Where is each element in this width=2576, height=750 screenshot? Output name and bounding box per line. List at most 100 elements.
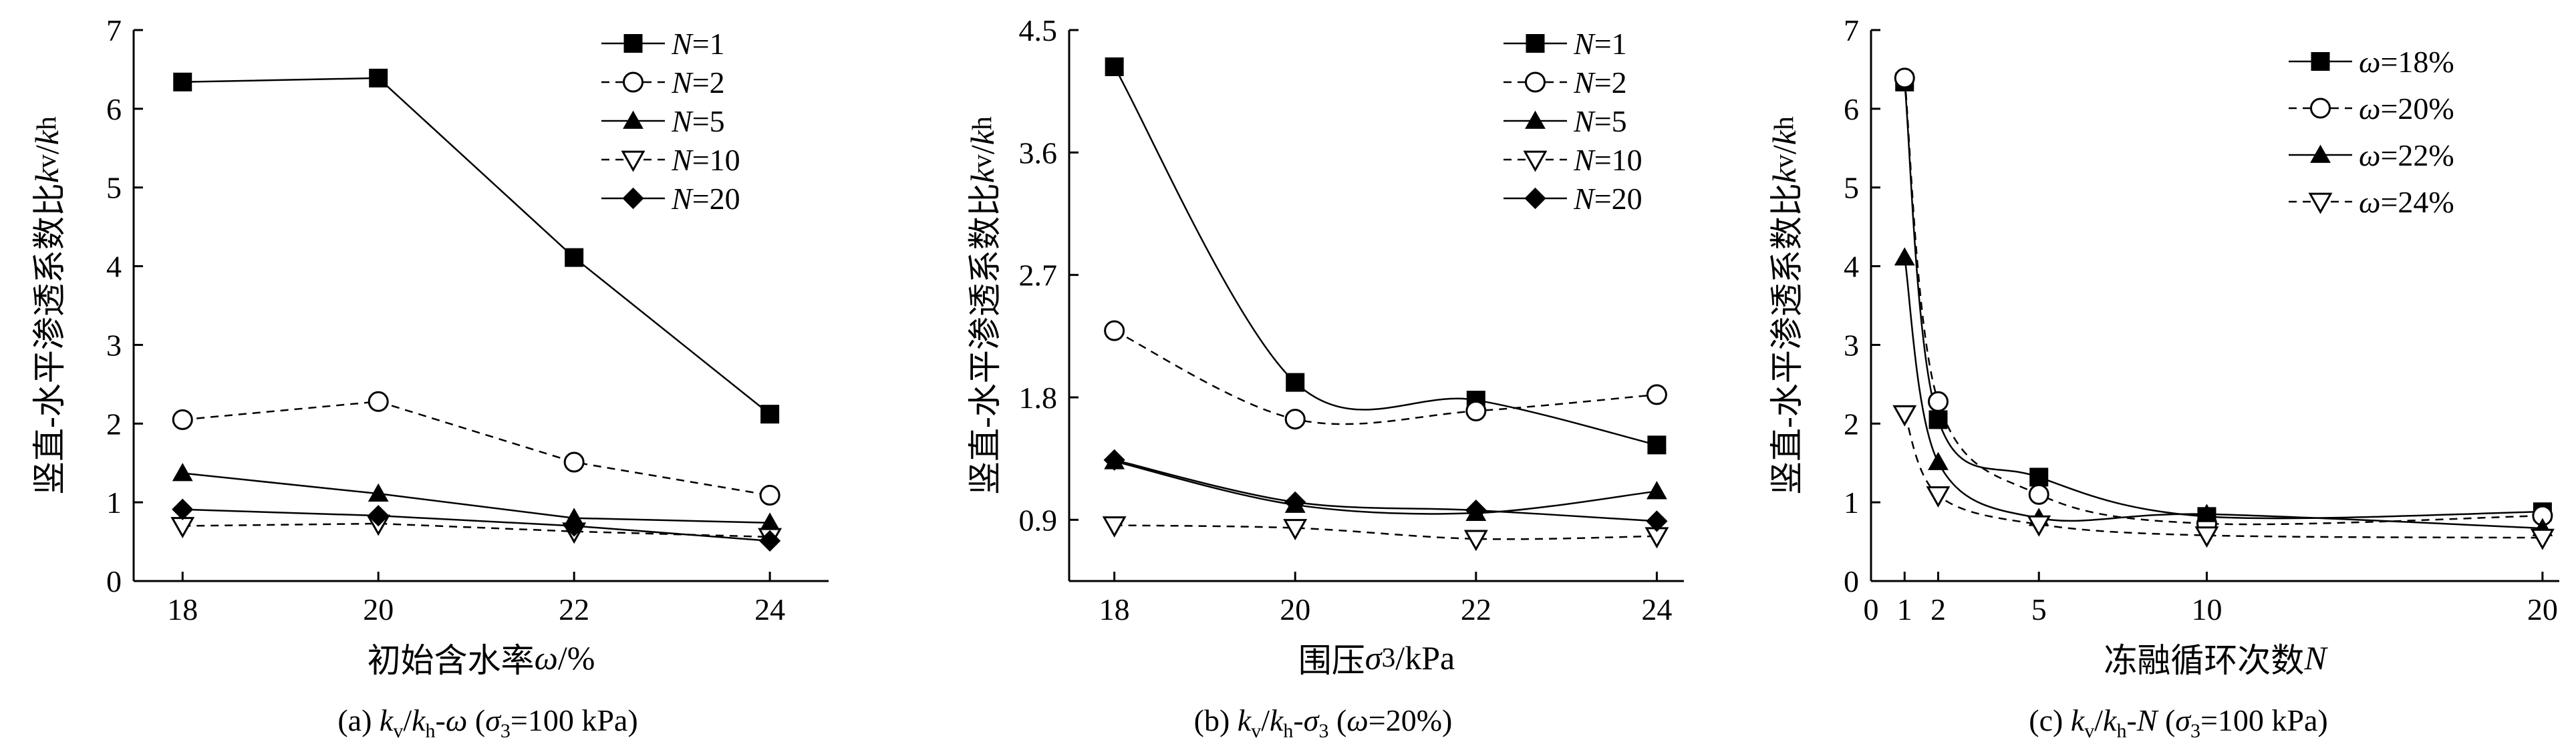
series-line <box>182 472 770 524</box>
series-line <box>1904 413 2543 539</box>
legend-entry: N =10 <box>1504 143 1642 177</box>
legend-entry: ω =18% <box>2289 45 2454 79</box>
data-marker-circle <box>368 391 389 412</box>
data-marker-circle <box>2028 484 2049 505</box>
series-ω=22% <box>1894 247 2553 536</box>
y-tick-label: 0.9 <box>1019 503 1058 537</box>
data-marker-triangle <box>1928 451 1949 470</box>
y-tick-label: 5 <box>106 171 122 205</box>
data-marker-circle <box>1104 320 1125 341</box>
data-marker-triangle <box>1647 481 1667 500</box>
legend-label: N =10 <box>672 143 740 177</box>
data-marker-diamond <box>1103 449 1125 471</box>
data-marker-square <box>2029 467 2049 487</box>
data-marker-diamond <box>759 530 781 552</box>
data-marker-circle <box>623 71 643 93</box>
y-tick-label: 3 <box>106 328 122 362</box>
x-tick-label: 18 <box>1099 592 1130 626</box>
data-marker-diamond <box>563 515 585 537</box>
series-line <box>1114 330 1657 425</box>
x-tick-label: 24 <box>1641 592 1672 626</box>
legend-label: ω =18% <box>2359 45 2454 79</box>
series-line <box>1113 66 1657 446</box>
data-marker-circle <box>172 409 193 430</box>
y-tick-label: 6 <box>1844 92 1859 126</box>
data-marker-triangle-down <box>1523 150 1548 172</box>
data-marker-diamond <box>172 498 194 520</box>
legend-label: N =10 <box>1574 143 1642 177</box>
y-tick-label: 2.7 <box>1019 258 1058 293</box>
data-marker-circle <box>1465 400 1487 421</box>
data-marker-triangle-down <box>2308 192 2333 214</box>
series-line <box>1904 257 2543 530</box>
legend-label: N =2 <box>672 65 725 100</box>
data-marker-diamond <box>368 505 390 527</box>
series-N=20 <box>172 498 781 552</box>
data-marker-diamond <box>1646 510 1668 532</box>
data-marker-circle <box>1284 409 1306 430</box>
data-marker-triangle <box>2310 144 2331 163</box>
data-marker-circle <box>2310 98 2331 119</box>
x-tick-label: 22 <box>559 592 589 626</box>
x-tick-label: 20 <box>1280 592 1310 626</box>
x-tick-label: 1 <box>1897 592 1912 626</box>
data-marker-triangle <box>172 463 193 482</box>
legend-entry: ω =22% <box>2289 138 2454 172</box>
data-marker-triangle <box>623 110 643 129</box>
data-marker-circle <box>759 485 780 506</box>
data-marker-triangle-down <box>1283 519 1308 541</box>
legend-label: N =20 <box>1574 182 1642 216</box>
legend-entry: ω =20% <box>2289 91 2454 126</box>
series-line <box>1114 524 1657 540</box>
x-tick-label: 18 <box>167 592 198 626</box>
series-line <box>182 508 770 542</box>
series-N=5 <box>1104 451 1667 522</box>
data-marker-diamond <box>622 187 644 210</box>
legend-entry: N =5 <box>601 104 725 138</box>
legend-entry: N =20 <box>1504 182 1642 216</box>
data-marker-square <box>1105 57 1124 76</box>
legend-label: N =2 <box>1574 65 1627 100</box>
x-tick-label: 0 <box>1864 592 1879 626</box>
legend-label: ω =20% <box>2359 91 2454 126</box>
data-marker-triangle <box>1525 110 1546 129</box>
chart-panel-b: 0.9 1.8 2.7 3.6 4.5 18 20 22 24 围压 σ 3/kPa 竖直-水平渗透系数… <box>964 13 1684 679</box>
caption-c: (c) kv/kh-N (σ3=100 kPa) <box>2029 703 2328 743</box>
y-tick-label: 2 <box>1844 407 1859 441</box>
x-axis-label: 初始含水率 ω/% <box>368 639 595 679</box>
legend-label: N =1 <box>672 27 725 61</box>
legend-label: ω =24% <box>2359 185 2454 219</box>
series-N=20 <box>1103 449 1668 532</box>
y-tick-label: 3 <box>1844 328 1859 362</box>
data-marker-square <box>1526 34 1545 53</box>
y-tick-label: 7 <box>106 13 122 47</box>
y-tick-label: 4 <box>106 250 122 284</box>
x-tick-label: 5 <box>2031 592 2047 626</box>
data-marker-triangle-down <box>1892 405 1917 427</box>
legend-entry: N =2 <box>601 65 725 100</box>
data-marker-square <box>623 34 643 53</box>
caption-b: (b) kv/kh-σ3 (ω=20%) <box>1193 703 1453 743</box>
data-marker-square <box>173 72 192 91</box>
y-tick-label: 3.6 <box>1019 136 1058 170</box>
caption-a: (a) kv/kh-ω (σ3=100 kPa) <box>337 703 638 743</box>
data-marker-square <box>760 405 780 424</box>
legend-entry: N =2 <box>1504 65 1627 100</box>
data-marker-triangle <box>2196 504 2217 522</box>
series-N=2 <box>1104 320 1667 430</box>
legend-label: N =1 <box>1574 27 1627 61</box>
series-line <box>1114 460 1657 515</box>
y-tick-label: 7 <box>1844 13 1859 47</box>
x-tick-label: 24 <box>754 592 785 626</box>
series-ω=24% <box>1892 405 2555 550</box>
data-marker-square <box>369 68 388 87</box>
data-marker-circle <box>1525 71 1546 93</box>
y-tick-label: 0 <box>106 564 122 598</box>
